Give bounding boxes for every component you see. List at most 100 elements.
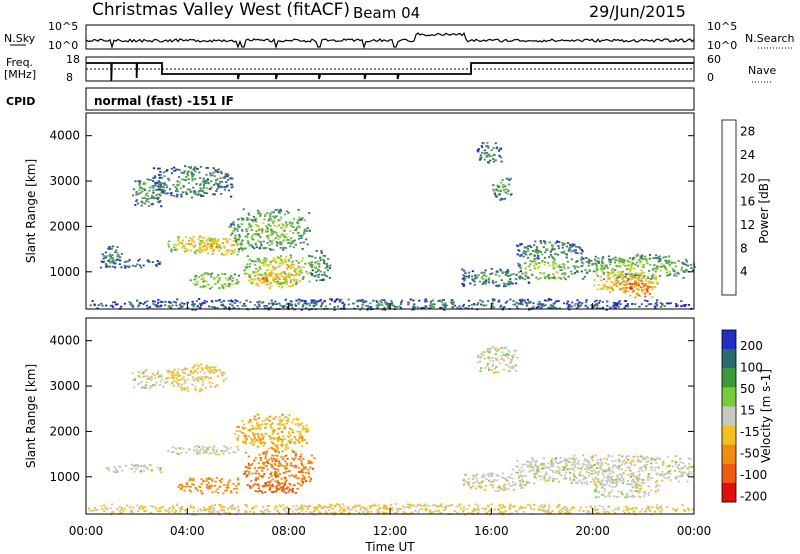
- echo-cell: [200, 242, 203, 244]
- echo-cell: [301, 471, 304, 474]
- echo-cell: [223, 484, 226, 486]
- echo-cell: [278, 416, 281, 419]
- echo-cell: [201, 384, 204, 386]
- echo-cell: [486, 154, 489, 157]
- echo-cell: [636, 287, 639, 290]
- echo-cell: [266, 235, 269, 238]
- echo-cell: [600, 469, 604, 471]
- echo-cell: [553, 248, 556, 251]
- echo-cell: [138, 182, 141, 185]
- echo-cell: [205, 174, 208, 176]
- echo-cell: [264, 426, 267, 429]
- echo-cell: [463, 513, 467, 516]
- echo-cell: [200, 304, 203, 307]
- echo-cell: [376, 301, 379, 303]
- echo-cell: [610, 475, 614, 478]
- echo-cell: [141, 507, 145, 509]
- echo-cell: [601, 257, 604, 260]
- echo-cell: [273, 216, 276, 219]
- echo-cell: [179, 509, 182, 511]
- echo-cell: [294, 305, 297, 307]
- echo-cell: [494, 159, 497, 162]
- echo-cell: [237, 448, 240, 450]
- echo-cell: [244, 228, 248, 231]
- echo-cell: [661, 474, 664, 477]
- echo-cell: [267, 219, 270, 222]
- echo-cell: [603, 476, 606, 479]
- echo-cell: [644, 295, 647, 298]
- echo-cell: [483, 474, 486, 477]
- echo-cell: [284, 247, 287, 249]
- echo-cell: [240, 223, 243, 225]
- echo-cell: [392, 304, 395, 307]
- echo-cell: [630, 461, 633, 464]
- echo-cell: [501, 472, 504, 475]
- echo-cell: [189, 167, 192, 170]
- echo-cell: [152, 373, 155, 376]
- echo-cell: [309, 271, 312, 274]
- echo-cell: [622, 482, 625, 484]
- echo-cell: [162, 386, 165, 388]
- echo-cell: [576, 462, 579, 464]
- echo-cell: [189, 371, 192, 374]
- echo-cell: [506, 189, 509, 191]
- echo-cell: [635, 277, 638, 280]
- echo-cell: [180, 178, 184, 181]
- echo-cell: [198, 184, 202, 187]
- echo-cell: [329, 298, 332, 301]
- echo-cell: [621, 281, 624, 284]
- echo-cell: [235, 487, 238, 490]
- echo-cell: [476, 504, 479, 507]
- colorbar-tick-label: 12: [740, 218, 755, 232]
- echo-cell: [650, 282, 653, 285]
- echo-cell: [473, 280, 476, 283]
- echo-cell: [234, 299, 237, 302]
- echo-cell: [207, 305, 211, 308]
- echo-cell: [631, 480, 634, 482]
- echo-cell: [289, 254, 292, 257]
- echo-cell: [235, 491, 238, 494]
- echo-cell: [195, 451, 198, 454]
- echo-cell: [623, 287, 626, 290]
- echo-cell: [133, 377, 137, 380]
- echo-cell: [301, 439, 304, 442]
- echo-cell: [209, 486, 212, 488]
- echo-cell: [186, 367, 189, 370]
- echo-cell: [527, 248, 530, 250]
- echo-cell: [636, 460, 639, 463]
- echo-cell: [251, 439, 254, 441]
- echo-cell: [631, 278, 634, 280]
- echo-cell: [533, 267, 536, 270]
- echo-cell: [177, 239, 180, 242]
- echo-cell: [266, 468, 269, 471]
- echo-cell: [347, 298, 350, 301]
- echo-cell: [285, 282, 288, 285]
- echo-cell: [529, 466, 532, 468]
- echo-cell: [143, 202, 146, 205]
- echo-cell: [131, 194, 134, 197]
- echo-cell: [300, 260, 303, 262]
- echo-cell: [297, 222, 300, 225]
- echo-cell: [543, 478, 546, 481]
- echo-cell: [499, 199, 502, 201]
- echo-cell: [303, 467, 306, 470]
- echo-cell: [271, 303, 274, 306]
- echo-cell: [280, 275, 284, 278]
- echo-cell: [128, 506, 131, 509]
- echo-cell: [312, 299, 315, 301]
- echo-cell: [202, 280, 205, 283]
- echo-cell: [171, 382, 174, 385]
- echo-cell: [509, 278, 512, 280]
- echo-cell: [547, 462, 550, 465]
- echo-cell: [172, 384, 176, 387]
- echo-cell: [97, 304, 100, 307]
- echo-cell: [201, 369, 204, 371]
- echo-cell: [269, 473, 272, 475]
- echo-cell: [687, 472, 690, 475]
- echo-cell: [619, 303, 622, 305]
- echo-cell: [295, 273, 298, 276]
- echo-cell: [214, 369, 217, 372]
- echo-cell: [283, 490, 286, 493]
- echo-cell: [526, 460, 529, 463]
- echo-cell: [128, 266, 131, 269]
